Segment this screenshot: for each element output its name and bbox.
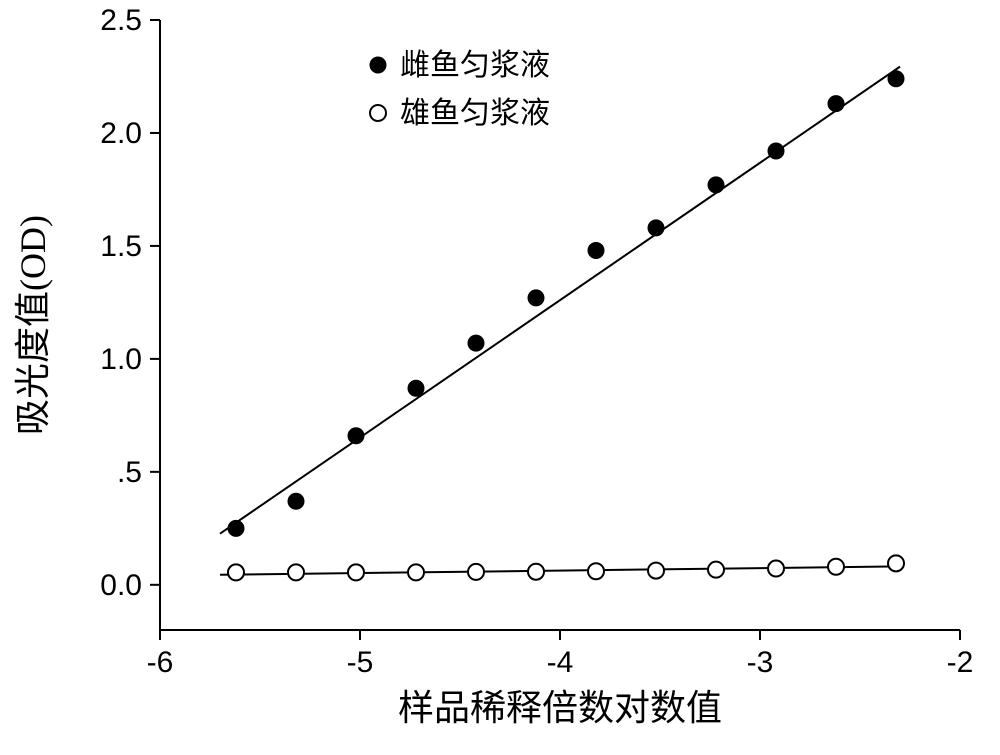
y-axis-title: 吸光度值(OD) [13, 215, 53, 435]
data-point-female [228, 520, 244, 536]
y-tick-label: .5 [117, 456, 142, 489]
y-tick-label: 2.0 [100, 117, 142, 150]
data-point-male [468, 564, 484, 580]
chart-container: -6 -5 -4 -3 -2 0.0 .5 1.0 1.5 2.0 2.5 样品稀释倍数对数值 吸光度值… [0, 0, 1000, 755]
data-point-male [648, 563, 664, 579]
trend-line-male [220, 566, 900, 574]
legend-label-female: 雌鱼匀浆液 [400, 49, 550, 82]
data-point-female [288, 493, 304, 509]
data-point-male [708, 562, 724, 578]
x-tick-label: -2 [947, 646, 974, 679]
x-tick-label: -6 [147, 646, 174, 679]
data-point-female [648, 220, 664, 236]
data-point-female [468, 335, 484, 351]
x-tick-label: -5 [347, 646, 374, 679]
data-point-male [348, 564, 364, 580]
legend-marker-female [370, 57, 386, 73]
axes [160, 20, 960, 630]
data-point-female [348, 428, 364, 444]
x-tick-label: -4 [547, 646, 574, 679]
data-point-female [528, 290, 544, 306]
legend-marker-male [370, 105, 386, 121]
y-tick-label: 1.0 [100, 343, 142, 376]
data-point-female [408, 380, 424, 396]
data-point-female [588, 242, 604, 258]
trend-line-female [220, 67, 900, 534]
data-point-male [288, 564, 304, 580]
data-point-female [888, 71, 904, 87]
legend-label-male: 雄鱼匀浆液 [400, 97, 550, 130]
data-point-female [768, 143, 784, 159]
data-point-male [888, 555, 904, 571]
data-point-male [588, 563, 604, 579]
od-vs-dilution-chart: -6 -5 -4 -3 -2 0.0 .5 1.0 1.5 2.0 2.5 样品稀释倍数对数值 吸光度值… [0, 0, 1000, 755]
x-axis-title: 样品稀释倍数对数值 [398, 688, 722, 728]
y-tick-label: 0.0 [100, 569, 142, 602]
data-point-male [768, 561, 784, 577]
y-tick-label: 1.5 [100, 230, 142, 263]
data-point-male [228, 564, 244, 580]
data-point-male [528, 564, 544, 580]
data-point-female [828, 96, 844, 112]
data-point-male [408, 564, 424, 580]
y-tick-label: 2.5 [100, 4, 142, 37]
data-point-female [708, 177, 724, 193]
x-tick-label: -3 [747, 646, 774, 679]
data-point-male [828, 559, 844, 575]
